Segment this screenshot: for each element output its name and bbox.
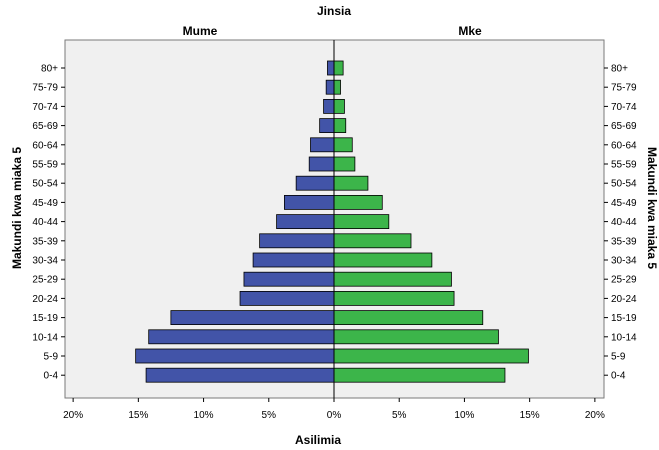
y-tick-label-left: 25-29 — [32, 275, 58, 286]
bar-mume-60-64 — [310, 137, 335, 153]
y-tick-label-left: 40-44 — [32, 217, 58, 228]
y-tick-label-left: 45-49 — [32, 198, 58, 209]
bar-mume-15-19 — [170, 310, 335, 326]
y-tick-label-left: 35-39 — [32, 236, 58, 247]
y-tick-label-left: 80+ — [41, 64, 58, 75]
bar-mume-0-4 — [145, 367, 335, 383]
y-tick-label-right: 70-74 — [611, 102, 637, 113]
y-tick-label-right: 35-39 — [611, 236, 637, 247]
y-axis-title-right: Makundi kwa miaka 5 — [645, 147, 659, 269]
bar-mume-30-34 — [252, 252, 335, 268]
y-tick-label-left: 30-34 — [32, 256, 58, 267]
y-tick-label-right: 40-44 — [611, 217, 637, 228]
y-tick-label-right: 25-29 — [611, 275, 637, 286]
x-tick-label: 20% — [63, 410, 83, 421]
y-tick-label-left: 10-14 — [32, 332, 58, 343]
y-tick-label-right: 20-24 — [611, 294, 637, 305]
bar-mume-35-39 — [259, 233, 335, 249]
y-axis-title-left: Makundi kwa miaka 5 — [10, 147, 24, 269]
bar-mume-50-54 — [295, 175, 335, 191]
bar-mume-55-59 — [308, 156, 335, 172]
bar-mke-40-44 — [333, 214, 390, 230]
bar-mke-10-14 — [333, 329, 499, 345]
bar-mke-5-9 — [333, 348, 529, 364]
x-tick-label: 20% — [585, 410, 605, 421]
y-tick-label-right: 55-59 — [611, 160, 637, 171]
bar-mke-25-29 — [333, 271, 452, 287]
bar-mke-0-4 — [333, 367, 506, 383]
chart-title: Jinsia — [317, 4, 351, 18]
bar-mke-55-59 — [333, 156, 356, 172]
x-axis-title: Asilimia — [295, 433, 341, 447]
bar-mke-80+ — [333, 60, 344, 76]
bar-mume-65-69 — [319, 118, 335, 133]
y-tick-label-right: 50-54 — [611, 179, 637, 190]
bar-mume-10-14 — [148, 329, 335, 345]
y-tick-label-left: 0-4 — [44, 371, 59, 382]
x-tick-label: 5% — [392, 410, 407, 421]
y-tick-label-right: 75-79 — [611, 83, 637, 94]
y-tick-label-right: 5-9 — [611, 352, 626, 363]
bar-mke-20-24 — [333, 290, 455, 306]
bar-mke-30-34 — [333, 252, 433, 268]
y-tick-label-right: 45-49 — [611, 198, 637, 209]
bar-mume-80+ — [327, 60, 335, 76]
bar-mke-15-19 — [333, 310, 484, 326]
x-tick-label: 0% — [327, 410, 342, 421]
bar-mume-5-9 — [135, 348, 335, 364]
y-tick-label-left: 75-79 — [32, 83, 58, 94]
bar-mume-40-44 — [276, 214, 335, 230]
bar-mume-25-29 — [243, 271, 335, 287]
panel-label-right: Mke — [458, 24, 482, 38]
bar-mume-75-79 — [325, 79, 335, 95]
bar-mume-20-24 — [239, 290, 335, 306]
bar-mke-70-74 — [333, 99, 345, 114]
bar-mume-70-74 — [323, 99, 335, 114]
bar-mke-45-49 — [333, 194, 383, 210]
y-tick-label-right: 65-69 — [611, 121, 637, 132]
bar-mke-50-54 — [333, 175, 369, 191]
y-tick-label-left: 65-69 — [32, 121, 58, 132]
y-tick-label-left: 55-59 — [32, 160, 58, 171]
y-tick-label-left: 5-9 — [44, 352, 59, 363]
y-tick-label-left: 20-24 — [32, 294, 58, 305]
y-tick-label-left: 70-74 — [32, 102, 58, 113]
y-tick-label-right: 0-4 — [611, 371, 626, 382]
y-tick-label-right: 30-34 — [611, 256, 637, 267]
y-tick-label-right: 15-19 — [611, 313, 637, 324]
bar-mume-45-49 — [284, 194, 335, 210]
x-tick-label: 5% — [262, 410, 277, 421]
y-tick-label-right: 80+ — [611, 64, 628, 75]
y-tick-label-right: 60-64 — [611, 140, 637, 151]
y-tick-label-right: 10-14 — [611, 332, 637, 343]
y-tick-label-left: 15-19 — [32, 313, 58, 324]
bar-mke-60-64 — [333, 137, 353, 153]
x-tick-label: 15% — [520, 410, 540, 421]
x-tick-label: 15% — [128, 410, 148, 421]
bar-mke-65-69 — [333, 118, 347, 133]
y-tick-label-left: 50-54 — [32, 179, 58, 190]
x-tick-label: 10% — [194, 410, 214, 421]
x-tick-label: 10% — [454, 410, 474, 421]
bar-mke-75-79 — [333, 79, 341, 95]
y-tick-label-left: 60-64 — [32, 140, 58, 151]
bar-mke-35-39 — [333, 233, 412, 249]
panel-label-left: Mume — [183, 24, 218, 38]
